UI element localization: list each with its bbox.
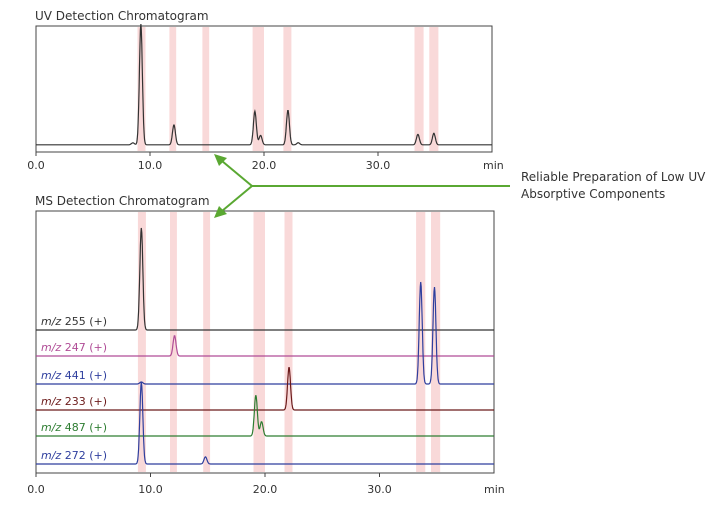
uv-tick-label-3: 20.0 <box>252 159 277 172</box>
ms-trace-label-3: m/z 441 (+) <box>41 369 107 382</box>
mz-prefix: m/z <box>41 421 65 434</box>
highlight-band-7 <box>429 27 439 151</box>
mz-value: 255 (+) <box>65 315 107 328</box>
uv-tick-label-1: 0.0 <box>27 159 45 172</box>
ms-trace-5 <box>36 395 494 437</box>
mz-value: 487 (+) <box>65 421 107 434</box>
ms-tick-label-3: 20.0 <box>253 483 278 496</box>
highlight-band-2 <box>169 27 177 151</box>
highlight-band-1 <box>137 27 146 151</box>
ms-trace-label-1: m/z 255 (+) <box>41 315 107 328</box>
highlight-band-5 <box>283 27 292 151</box>
ms-trace-label-6: m/z 272 (+) <box>41 449 107 462</box>
highlight-band-3 <box>202 27 210 151</box>
mz-value: 233 (+) <box>65 395 107 408</box>
uv-panel: UV Detection Chromatogram 0.0 10.0 20.0 30.… <box>27 9 504 172</box>
annotation-line-2: Absorptive Components <box>521 187 665 201</box>
highlight-band-6 <box>416 212 426 472</box>
highlight-band-6 <box>414 27 424 151</box>
highlight-band-7 <box>431 212 441 472</box>
ms-tick-label-4: 30.0 <box>367 483 392 496</box>
uv-tick-label-4: 30.0 <box>366 159 391 172</box>
ms-trace-label-2: m/z 247 (+) <box>41 341 107 354</box>
ms-trace-3 <box>36 281 494 385</box>
arrow-to-uv <box>221 160 253 187</box>
mz-prefix: m/z <box>41 395 65 408</box>
uv-x-unit: min <box>483 159 504 172</box>
mz-value: 247 (+) <box>65 341 107 354</box>
ms-trace-6 <box>36 382 494 465</box>
arrow-head-ms-icon <box>214 206 227 218</box>
ms-panel: MS Detection Chromatogram m/z 255 (+)m/z… <box>27 194 505 496</box>
arrow-to-ms <box>221 185 253 212</box>
uv-title: UV Detection Chromatogram <box>35 9 209 23</box>
highlight-band-1 <box>137 212 146 472</box>
mz-prefix: m/z <box>41 449 65 462</box>
arrow-head-uv-icon <box>214 154 227 166</box>
uv-tick-label-2: 10.0 <box>138 159 163 172</box>
ms-x-unit: min <box>484 483 505 496</box>
ms-tick-label-1: 0.0 <box>27 483 45 496</box>
ms-title: MS Detection Chromatogram <box>35 194 210 208</box>
mz-value: 272 (+) <box>65 449 107 462</box>
uv-trace-1 <box>36 24 492 146</box>
mz-value: 441 (+) <box>65 369 107 382</box>
annotation-arrows <box>214 154 510 218</box>
highlight-band-3 <box>203 212 211 472</box>
ms-trace-label-4: m/z 233 (+) <box>41 395 107 408</box>
ms-trace-1 <box>36 227 494 331</box>
ms-trace-label-5: m/z 487 (+) <box>41 421 107 434</box>
ms-trace-4 <box>36 367 494 411</box>
highlight-band-4 <box>253 212 265 472</box>
mz-prefix: m/z <box>41 341 65 354</box>
mz-prefix: m/z <box>41 315 65 328</box>
mz-prefix: m/z <box>41 369 65 382</box>
highlight-band-5 <box>284 212 293 472</box>
ms-trace-2 <box>36 335 494 357</box>
highlight-band-4 <box>252 27 264 151</box>
annotation-line-1: Reliable Preparation of Low UV <box>521 170 706 184</box>
ms-tick-label-2: 10.0 <box>138 483 163 496</box>
